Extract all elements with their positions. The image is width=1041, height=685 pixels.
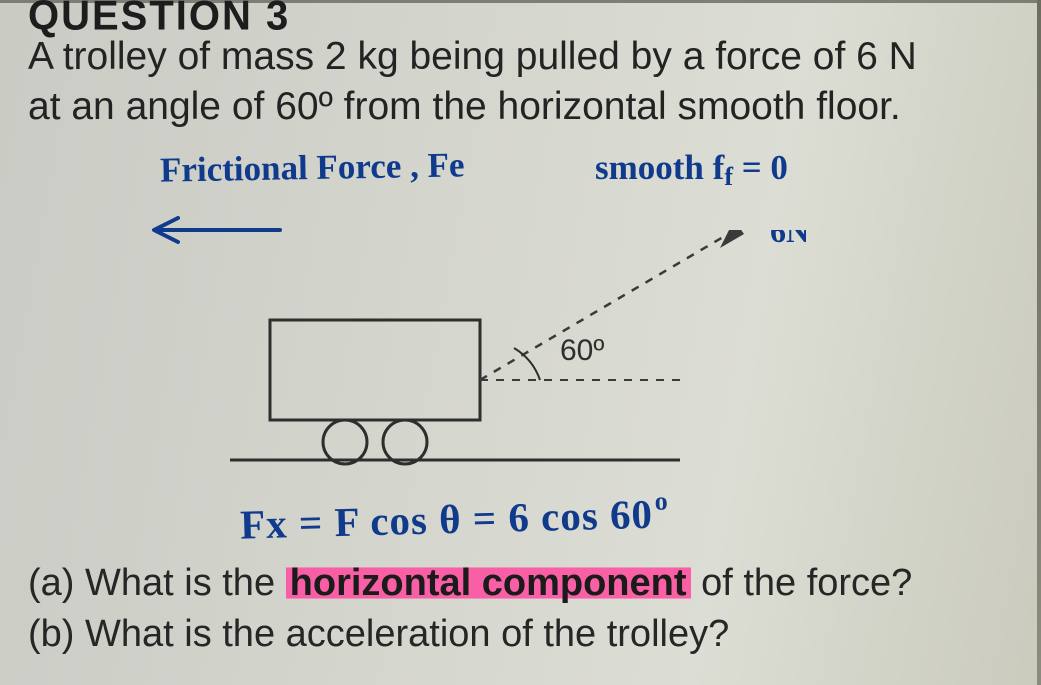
question-a-highlight: horizontal component xyxy=(286,562,691,604)
problem-line-2: at an angle of 60º from the horizontal s… xyxy=(28,82,1015,132)
problem-statement: A trolley of mass 2 kg being pulled by a… xyxy=(28,32,1015,132)
handwritten-friction-note: Frictional Force , Fe xyxy=(160,145,465,190)
trolley-diagram: 60º 6N xyxy=(210,230,850,490)
problem-line-1: A trolley of mass 2 kg being pulled by a… xyxy=(28,32,1015,82)
smooth-note-suffix: = 0 xyxy=(733,148,788,187)
trolley-wheel-right xyxy=(383,420,427,464)
question-a: (a) What is the horizontal component of … xyxy=(28,558,1015,609)
handwritten-formula: Fx = F cos θ = 6 cos 60o xyxy=(239,489,667,548)
force-magnitude-label: 6N xyxy=(770,230,809,249)
angle-label: 60º xyxy=(560,334,604,367)
formula-text: Fx = F cos θ = 6 cos 60 xyxy=(239,491,653,548)
question-a-suffix: of the force? xyxy=(691,562,913,604)
force-vector-line xyxy=(480,230,735,380)
smooth-note-prefix: smooth f xyxy=(595,148,724,187)
trolley-wheel-left xyxy=(323,420,367,464)
page-right-edge xyxy=(1037,0,1041,685)
question-a-prefix: (a) What is the xyxy=(28,562,286,604)
handwritten-smooth-note: smooth ff = 0 xyxy=(595,148,788,188)
trolley-diagram-svg: 60º 6N xyxy=(210,230,850,490)
sub-questions: (a) What is the horizontal component of … xyxy=(28,558,1015,659)
question-b: (b) What is the acceleration of the trol… xyxy=(28,609,1015,660)
formula-degree-symbol: o xyxy=(654,486,669,515)
smooth-note-subscript: f xyxy=(724,162,733,191)
trolley-body xyxy=(270,320,480,420)
force-arrowhead-icon xyxy=(720,230,744,248)
